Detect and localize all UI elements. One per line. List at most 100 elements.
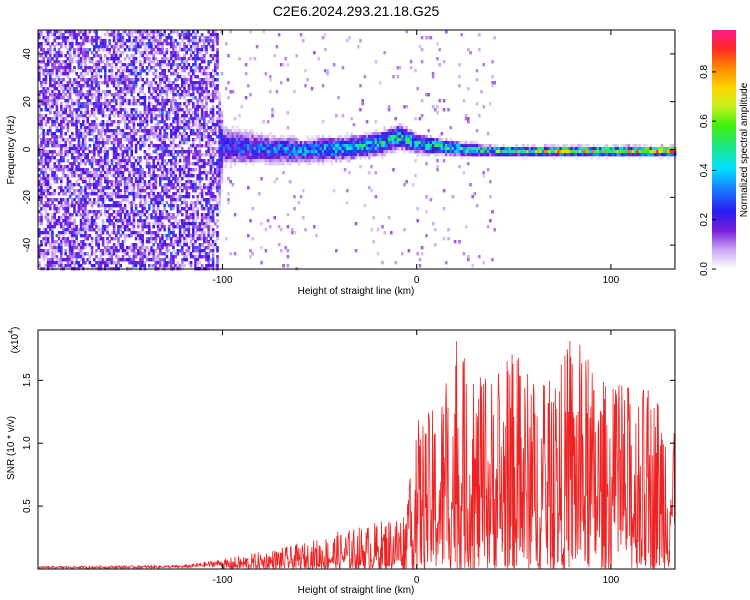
heatmap-cell (167, 99, 171, 103)
heatmap-cell (209, 147, 213, 151)
heatmap-cell (253, 57, 257, 61)
heatmap-cell (200, 87, 204, 91)
heatmap-cell (330, 150, 334, 154)
heatmap-cell (240, 156, 243, 160)
heatmap-cell (137, 141, 140, 145)
heatmap-cell (66, 210, 70, 214)
heatmap-cell (187, 102, 191, 106)
heatmap-cell (319, 156, 323, 160)
heatmap-cell (170, 150, 173, 154)
heatmap-cell (172, 192, 175, 196)
heatmap-cell (247, 153, 250, 157)
heatmap-cell (106, 180, 109, 184)
heatmap-cell (139, 192, 142, 196)
heatmap-cell (99, 228, 103, 232)
heatmap-cell (101, 228, 105, 232)
heatmap-cell (117, 120, 120, 124)
heatmap-cell (216, 117, 219, 121)
heatmap-cell (62, 138, 65, 142)
heatmap-cell (161, 246, 164, 250)
heatmap-cell (174, 219, 177, 223)
heatmap-cell (185, 180, 188, 184)
heatmap-cell (38, 177, 41, 181)
heatmap-cell (104, 132, 107, 136)
heatmap-cell (134, 213, 138, 217)
heatmap-cell (211, 264, 215, 268)
heatmap-cell (126, 159, 129, 163)
heatmap-cell (66, 174, 70, 178)
heatmap-cell (203, 165, 206, 169)
heatmap-cell (90, 237, 94, 241)
heatmap-cell (62, 237, 65, 241)
heatmap-cell (88, 93, 92, 97)
heatmap-cell (115, 171, 118, 175)
heatmap-cell (161, 252, 164, 256)
heatmap-cell (71, 99, 74, 103)
heatmap-cell (119, 120, 122, 124)
heatmap-cell (90, 108, 94, 112)
heatmap-cell (73, 48, 76, 52)
heatmap-cell (203, 234, 206, 238)
heatmap-cell (143, 222, 147, 226)
heatmap-cell (306, 147, 309, 151)
heatmap-cell (218, 195, 221, 199)
heatmap-cell (205, 186, 208, 190)
heatmap-cell (115, 264, 118, 268)
heatmap-cell (264, 72, 268, 76)
heatmap-cell (38, 228, 41, 232)
heatmap-cell (137, 261, 140, 265)
heatmap-cell (141, 261, 144, 265)
heatmap-cell (183, 150, 186, 154)
heatmap-cell (108, 90, 111, 94)
heatmap-cell (249, 255, 252, 259)
heatmap-cell (139, 72, 142, 76)
heatmap-cell (218, 204, 221, 208)
heatmap-cell (145, 162, 149, 166)
heatmap-cell (198, 237, 202, 241)
heatmap-cell (117, 243, 120, 247)
heatmap-cell (132, 219, 136, 223)
heatmap-cell (207, 192, 210, 196)
heatmap-cell (207, 252, 210, 256)
heatmap-cell (154, 216, 158, 220)
heatmap-cell (145, 81, 149, 85)
heatmap-cell (216, 111, 219, 115)
heatmap-cell (112, 144, 116, 148)
heatmap-cell (176, 189, 180, 193)
heatmap-cell (101, 201, 105, 205)
heatmap-cell (123, 186, 127, 190)
heatmap-cell (306, 138, 309, 142)
heatmap-cell (40, 213, 43, 217)
heatmap-cell (62, 66, 65, 70)
heatmap-cell (291, 141, 294, 145)
heatmap-cell (200, 189, 204, 193)
heatmap-cell (84, 186, 87, 190)
heatmap-cell (163, 120, 166, 124)
heatmap-cell (170, 72, 173, 76)
heatmap-cell (282, 153, 285, 157)
heatmap-cell (214, 66, 217, 70)
heatmap-cell (64, 144, 67, 148)
heatmap-cell (110, 180, 114, 184)
heatmap-cell (176, 57, 180, 61)
heatmap-cell (192, 129, 195, 133)
heatmap-cell (90, 126, 94, 130)
heatmap-cell (51, 141, 54, 145)
heatmap-cell (156, 96, 160, 100)
heatmap-cell (218, 123, 221, 127)
heatmap-cell (104, 33, 107, 37)
heatmap-cell (73, 261, 76, 265)
heatmap-cell (46, 129, 50, 133)
heatmap-cell (130, 66, 133, 70)
heatmap-cell (183, 114, 186, 118)
heatmap-cell (302, 141, 305, 145)
heatmap-cell (189, 222, 193, 226)
heatmap-cell (115, 255, 118, 259)
heatmap-cell (216, 234, 219, 238)
heatmap-cell (57, 168, 61, 172)
heatmap-cell (60, 165, 63, 169)
heatmap-cell (185, 189, 188, 193)
heatmap-cell (86, 84, 89, 88)
heatmap-cell (185, 48, 188, 52)
heatmap-cell (207, 63, 210, 67)
